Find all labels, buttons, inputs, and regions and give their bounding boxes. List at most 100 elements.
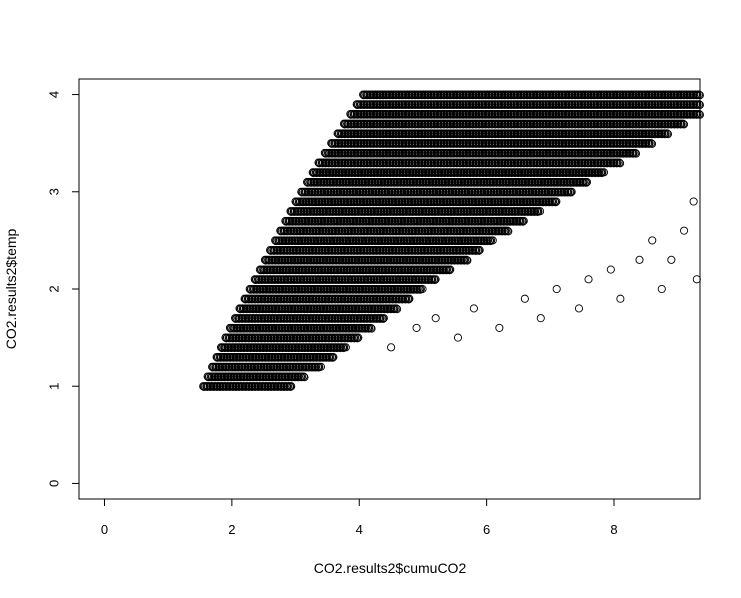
data-point xyxy=(332,324,341,333)
data-point xyxy=(477,217,486,226)
data-point xyxy=(314,295,324,304)
data-point xyxy=(337,275,347,285)
data-point xyxy=(530,207,539,216)
data-point xyxy=(206,382,215,391)
data-point xyxy=(291,343,300,353)
data-point xyxy=(341,305,350,314)
data-point xyxy=(328,207,337,216)
data-point xyxy=(225,334,234,343)
data-point xyxy=(323,237,332,246)
data-point xyxy=(432,217,441,226)
data-point xyxy=(509,217,518,226)
data-point xyxy=(329,305,338,314)
data-point xyxy=(263,314,272,323)
data-point xyxy=(286,353,296,362)
data-point xyxy=(222,382,231,391)
data-point xyxy=(244,295,253,304)
data-point xyxy=(326,237,335,246)
data-point xyxy=(435,266,444,275)
data-point xyxy=(252,343,262,353)
data-point xyxy=(424,207,433,216)
data-point xyxy=(442,217,451,226)
data-point xyxy=(273,382,282,391)
data-point xyxy=(284,237,293,246)
data-point xyxy=(294,237,303,246)
data-point xyxy=(287,305,296,314)
data-point xyxy=(229,353,238,362)
data-point xyxy=(324,246,333,255)
data-point xyxy=(497,227,506,236)
data-point xyxy=(277,305,286,314)
data-point xyxy=(364,237,373,246)
data-point xyxy=(254,353,264,362)
data-point xyxy=(419,217,428,226)
data-point xyxy=(458,246,467,255)
data-point xyxy=(336,285,345,294)
data-point xyxy=(383,237,393,246)
data-point xyxy=(265,305,274,314)
data-point xyxy=(345,285,354,294)
data-point xyxy=(339,217,348,226)
data-point xyxy=(274,256,283,265)
data-point xyxy=(309,324,319,333)
data-point xyxy=(379,227,388,236)
data-point xyxy=(419,266,428,275)
data-point xyxy=(306,353,315,362)
data-point xyxy=(281,324,290,333)
data-point xyxy=(411,275,420,285)
data-point xyxy=(291,266,300,275)
data-point xyxy=(440,227,449,236)
data-point xyxy=(399,207,408,216)
data-point xyxy=(270,275,279,285)
data-point xyxy=(317,266,326,275)
data-point xyxy=(343,295,352,304)
data-point xyxy=(476,207,485,216)
data-point xyxy=(315,227,324,236)
data-point xyxy=(364,207,373,216)
data-point xyxy=(234,363,243,372)
data-point xyxy=(323,266,332,275)
data-point xyxy=(386,305,395,314)
data-point xyxy=(372,295,381,304)
data-point xyxy=(278,343,287,353)
data-point xyxy=(370,207,379,216)
data-point xyxy=(231,363,240,372)
data-point xyxy=(282,295,292,304)
data-point xyxy=(351,207,360,216)
data-point xyxy=(269,266,278,275)
data-point xyxy=(436,246,445,255)
data-point xyxy=(311,363,320,372)
data-point xyxy=(433,246,442,255)
data-point xyxy=(437,207,446,216)
data-point xyxy=(249,285,258,294)
data-point xyxy=(331,227,340,236)
data-point xyxy=(355,266,364,275)
data-point xyxy=(387,237,396,246)
data-point xyxy=(480,217,489,226)
data-point xyxy=(284,324,293,333)
data-point xyxy=(479,207,488,216)
data-point xyxy=(265,285,274,294)
data-point xyxy=(423,266,432,275)
data-point xyxy=(371,266,380,275)
data-point xyxy=(305,314,314,323)
data-point xyxy=(286,275,295,285)
data-point xyxy=(323,217,332,226)
data-point xyxy=(422,237,431,246)
data-point xyxy=(380,237,389,246)
data-point xyxy=(230,373,239,382)
data-point xyxy=(313,237,322,246)
data-point xyxy=(292,363,301,372)
data-point xyxy=(235,353,244,362)
data-point xyxy=(332,207,341,216)
data-point xyxy=(296,275,305,285)
data-point xyxy=(319,256,328,265)
data-point xyxy=(486,217,496,226)
data-point xyxy=(418,207,427,216)
data-point xyxy=(337,334,346,343)
data-point xyxy=(272,343,281,353)
data-point xyxy=(252,373,261,382)
data-point xyxy=(284,305,293,314)
data-point xyxy=(457,237,466,246)
data-point xyxy=(242,305,251,314)
